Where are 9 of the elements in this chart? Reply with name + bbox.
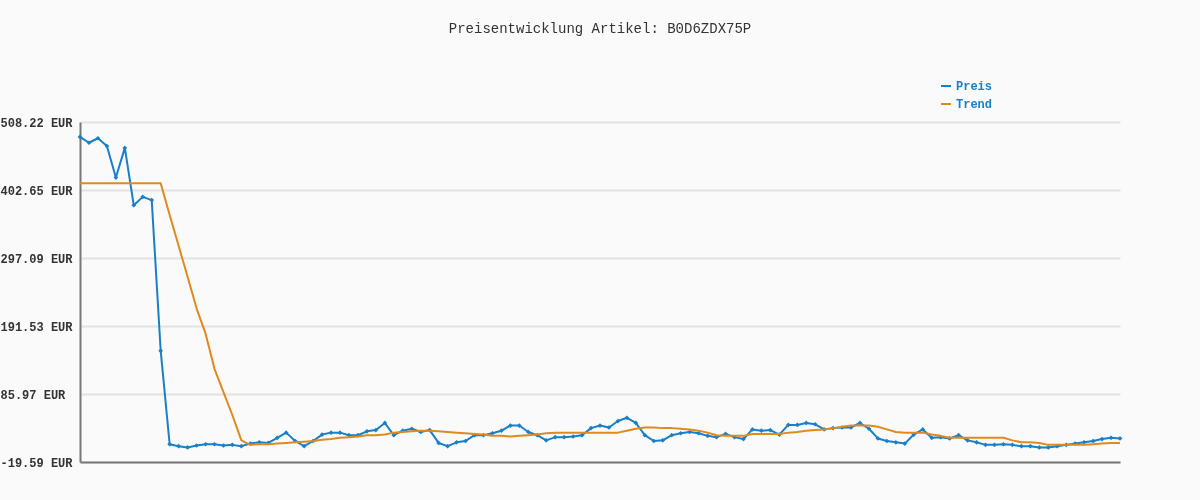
- chart-title: Preisentwicklung Artikel: B0D6ZDX75P: [448, 21, 752, 37]
- y-tick-label: 191.53 EUR: [0, 320, 74, 335]
- legend-label: Trend: [956, 98, 993, 112]
- y-tick-label: -19.59 EUR: [0, 456, 74, 471]
- y-tick-label: 85.97 EUR: [0, 388, 67, 403]
- y-tick-label: 508.22 EUR: [0, 116, 74, 131]
- y-tick-label: 402.65 EUR: [0, 184, 74, 199]
- y-tick-label: 297.09 EUR: [0, 252, 74, 267]
- legend-label: Preis: [956, 80, 993, 94]
